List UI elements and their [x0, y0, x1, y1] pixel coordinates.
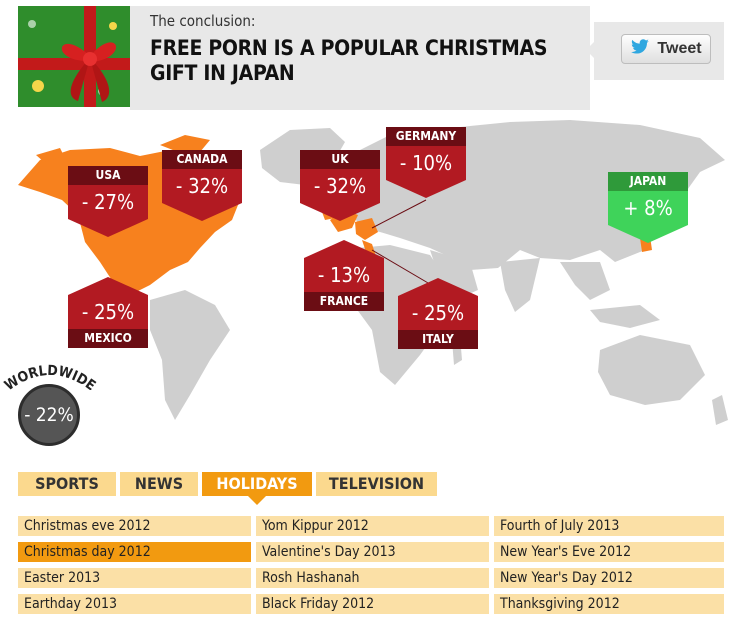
worldwide-value: - 22% — [24, 404, 74, 426]
callout-mexico: - 25% MEXICO — [68, 277, 148, 348]
list-item[interactable]: Rosh Hashanah — [256, 568, 489, 588]
page-title: FREE PORN IS A POPULAR CHRISTMAS GIFT IN… — [150, 36, 548, 85]
callout-germany-value: - 10% — [386, 146, 466, 180]
callout-italy-label: ITALY — [398, 330, 478, 349]
callout-japan-value: + 8% — [608, 191, 688, 225]
list-item-selected[interactable]: Christmas day 2012 — [18, 542, 251, 562]
list-item[interactable]: New Year's Eve 2012 — [494, 542, 724, 562]
tab-sports[interactable]: SPORTS — [18, 472, 116, 496]
callout-usa-value: - 27% — [68, 185, 148, 219]
active-tab-pointer — [248, 496, 266, 505]
callout-japan: JAPAN + 8% — [608, 172, 688, 243]
callout-mexico-label: MEXICO — [68, 329, 148, 348]
callout-pointer — [300, 203, 380, 221]
callout-japan-label: JAPAN — [608, 172, 688, 191]
callout-mexico-value: - 25% — [68, 295, 148, 329]
callout-france-value: - 13% — [304, 258, 384, 292]
callout-pointer — [68, 277, 148, 295]
tweet-label: Tweet — [657, 40, 702, 57]
tab-news[interactable]: NEWS — [120, 472, 198, 496]
callout-italy-value: - 25% — [398, 296, 478, 330]
gift-image — [18, 6, 130, 107]
list-item[interactable]: Easter 2013 — [18, 568, 251, 588]
tab-television[interactable]: TELEVISION — [316, 472, 437, 496]
list-item[interactable]: New Year's Day 2012 — [494, 568, 724, 588]
list-item[interactable]: Black Friday 2012 — [256, 594, 489, 614]
callout-france-label: FRANCE — [304, 292, 384, 311]
callout-germany-label: GERMANY — [386, 127, 466, 146]
header-subtitle: The conclusion: — [150, 12, 256, 30]
callout-uk: UK - 32% — [300, 150, 380, 221]
callout-canada: CANADA - 32% — [162, 150, 242, 221]
callout-pointer — [162, 203, 242, 221]
callout-uk-label: UK — [300, 150, 380, 169]
list-item[interactable]: Earthday 2013 — [18, 594, 251, 614]
list-item[interactable]: Christmas eve 2012 — [18, 516, 251, 536]
worldwide-badge: - 22% — [18, 384, 80, 446]
callout-pointer — [608, 225, 688, 243]
twitter-bird-icon — [630, 38, 650, 60]
callout-france: - 13% FRANCE — [304, 240, 384, 311]
callout-usa-label: USA — [68, 166, 148, 185]
callout-pointer — [386, 180, 466, 198]
callout-usa: USA - 27% — [68, 166, 148, 237]
list-item[interactable]: Thanksgiving 2012 — [494, 594, 724, 614]
list-item[interactable]: Fourth of July 2013 — [494, 516, 724, 536]
tab-holidays[interactable]: HOLIDAYS — [202, 472, 312, 496]
callout-canada-label: CANADA — [162, 150, 242, 169]
list-item[interactable]: Yom Kippur 2012 — [256, 516, 489, 536]
tweet-button[interactable]: Tweet — [621, 34, 711, 64]
callout-pointer — [398, 278, 478, 296]
callout-germany: GERMANY - 10% — [386, 127, 466, 198]
header-panel — [130, 6, 590, 110]
callout-pointer — [304, 240, 384, 258]
tweet-box-notch — [586, 40, 596, 60]
callout-italy: - 25% ITALY — [398, 278, 478, 349]
callout-canada-value: - 32% — [162, 169, 242, 203]
callout-uk-value: - 32% — [300, 169, 380, 203]
callout-pointer — [68, 219, 148, 237]
list-item[interactable]: Valentine's Day 2013 — [256, 542, 489, 562]
